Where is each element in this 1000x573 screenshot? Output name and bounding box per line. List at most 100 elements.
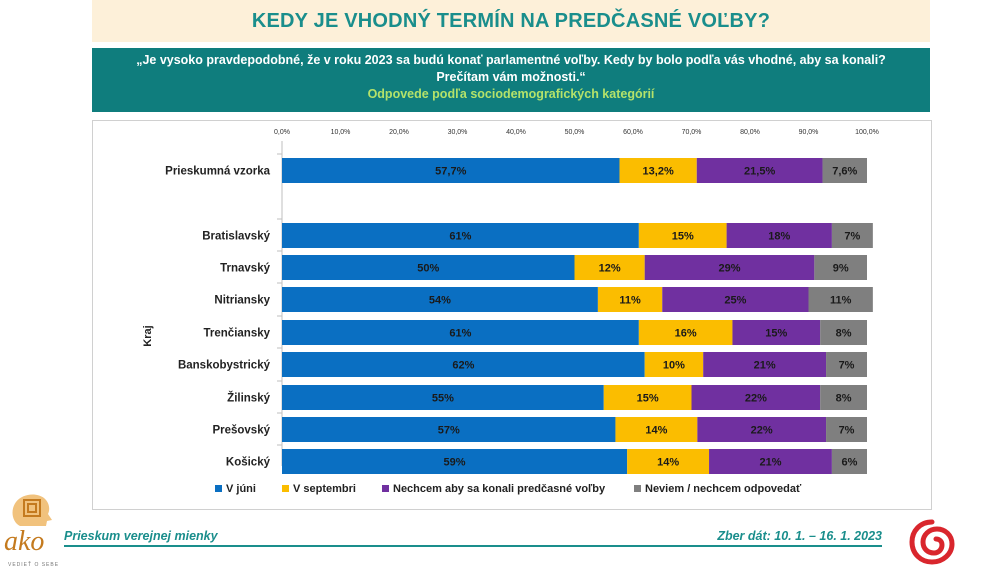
bar-segment [638,223,727,248]
data-label: 57% [438,425,460,437]
chart-frame: 0,0% 10,0% 20,0% 30,0% 40,0% 50,0% 60,0% 70,0% 8… [92,120,932,510]
bar-segment [826,417,867,442]
bar-segment [814,255,867,280]
data-label: 57,7% [435,166,466,178]
x-tick-label: 90,0% [799,129,819,136]
data-label: 50% [417,263,439,275]
bar-segment [282,255,575,280]
footer-survey-label: Prieskum verejnej mienky [64,529,218,543]
bar-segment [597,287,663,312]
x-tick-label: 100,0% [855,129,879,136]
bar-segment [732,320,821,345]
bar-segment [282,385,604,410]
legend-label: Nechcem aby sa konali predčasné voľby [393,483,606,495]
bar-segment [703,352,827,377]
data-label: 13,2% [643,166,674,178]
bar-segment [820,320,867,345]
category-label: Trenčiansky [204,328,271,340]
bar-segment [697,417,827,442]
x-tick-label: 40,0% [506,129,526,136]
legend-label: V septembri [293,483,356,495]
bar-segment [619,158,697,183]
data-label: 59% [444,457,466,469]
data-label: 15% [672,231,694,243]
x-tick-label: 10,0% [331,129,351,136]
ako-logo [2,488,64,573]
data-label: 18% [768,231,790,243]
data-label: 9% [833,263,849,275]
swirl-logo-icon [909,519,955,565]
category-label: Banskobystrický [178,360,271,372]
bar-segment [831,223,873,248]
title-banner: KEDY JE VHODNÝ TERMÍN NA PREDČASNÉ VOĽBY… [92,0,930,42]
footer-divider [64,545,882,547]
data-label: 55% [432,393,454,405]
category-label: Žilinský [227,392,270,405]
question-box: „Je vysoko pravdepodobné, že v roku 2023… [92,48,930,112]
x-tick-label: 70,0% [682,129,702,136]
bar-segment [709,449,832,474]
category-label: Prieskumná vzorka [165,166,270,178]
legend-swatch [282,485,289,492]
bar-segment [696,158,823,183]
bar-segment [726,223,832,248]
footer-date-range: Zber dát: 10. 1. – 16. 1. 2023 [717,529,882,543]
question-text: „Je vysoko pravdepodobné, že v roku 2023… [92,48,930,86]
stacked-bar-chart: 0,0% 10,0% 20,0% 30,0% 40,0% 50,0% 60,0% 70,0% 8… [142,129,879,495]
logo-tagline: VEDIEŤ O SEBE [8,562,60,568]
legend-label: Neviem / nechcem odpovedať [645,483,802,495]
bar-segment [691,385,821,410]
data-label: 21,5% [744,166,775,178]
bar-segment [644,352,704,377]
x-tick-label: 80,0% [740,129,760,136]
data-label: 7% [839,360,855,372]
bar-segment [282,223,639,248]
data-label: 10% [663,360,685,372]
legend-label: V júni [226,483,256,495]
bar-segment [615,417,698,442]
group-label: Kraj [142,325,154,346]
data-label: 8% [836,328,852,340]
category-label: Bratislavský [202,231,270,243]
x-tick-label: 0,0% [274,129,290,136]
data-label: 21% [754,360,776,372]
x-tick-label: 30,0% [448,129,468,136]
x-tick-label: 20,0% [389,129,409,136]
bar-segment [638,320,733,345]
data-label: 15% [765,328,787,340]
data-label: 22% [751,425,773,437]
data-label: 7,6% [832,166,857,178]
x-tick-label: 60,0% [623,129,643,136]
legend-swatch [634,485,641,492]
data-label: 62% [452,360,474,372]
page-title: KEDY JE VHODNÝ TERMÍN NA PREDČASNÉ VOĽBY… [251,9,771,32]
bar-segment [820,385,867,410]
bar-segment [282,287,598,312]
data-label: 7% [844,231,860,243]
data-label: 7% [839,425,855,437]
legend-swatch [215,485,222,492]
bar-segment [662,287,809,312]
data-label: 21% [759,457,781,469]
category-label: Prešovský [212,425,270,437]
data-label: 11% [830,295,852,307]
bar-segment [603,385,692,410]
bar-segment [808,287,873,312]
question-subtitle: Odpovede podľa sociodemografických kateg… [367,87,655,101]
data-label: 61% [449,328,471,340]
bar-segment [822,158,867,183]
bar-segment [282,320,639,345]
bar-segment [644,255,815,280]
bar-segment [282,417,616,442]
head-icon [12,494,52,526]
data-label: 11% [619,295,641,307]
question-line-2: Prečítam vám možnosti.“ [436,70,586,84]
category-label: Košický [226,457,271,469]
data-label: 12% [599,263,621,275]
data-label: 61% [449,231,471,243]
data-label: 14% [645,425,667,437]
data-label: 14% [657,457,679,469]
category-label: Trnavský [220,263,270,275]
data-label: 16% [675,328,697,340]
data-label: 15% [637,393,659,405]
